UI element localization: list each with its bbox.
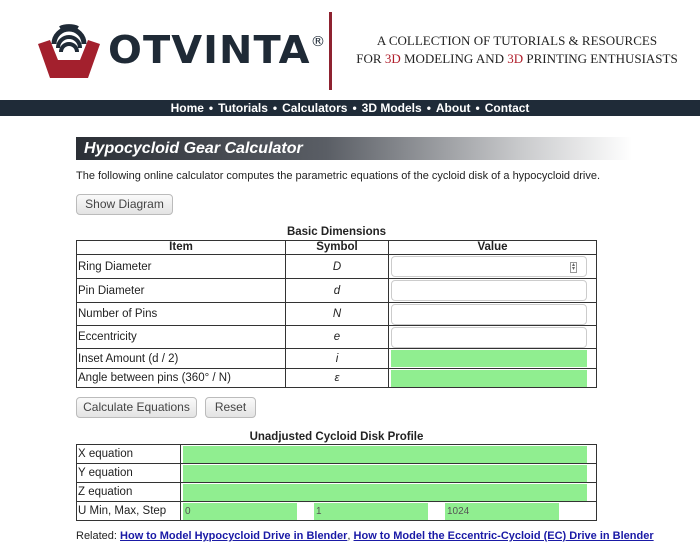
nav-home[interactable]: Home bbox=[170, 101, 204, 115]
tagline-line1: A COLLECTION OF TUTORIALS & RESOURCES bbox=[376, 33, 658, 48]
nav-contact[interactable]: Contact bbox=[484, 101, 530, 115]
basic-dimensions-table: Item Symbol Value Ring Diameter D ▴ ▾ Pin Dia… bbox=[76, 240, 597, 388]
table-row: Y equation bbox=[76, 463, 597, 483]
pin-diameter-input[interactable] bbox=[391, 280, 587, 301]
row-symbol: D bbox=[285, 254, 389, 279]
header-symbol: Symbol bbox=[285, 240, 389, 255]
main-nav: Home • Tutorials • Calculators • 3D Models • Abo… bbox=[0, 100, 700, 116]
u-min-output[interactable]: 0 bbox=[183, 502, 297, 520]
row-label: Number of Pins bbox=[76, 302, 286, 326]
row-label: Z equation bbox=[76, 482, 181, 502]
row-symbol: N bbox=[285, 302, 389, 326]
calculate-equations-button[interactable]: Calculate Equations bbox=[76, 397, 197, 418]
table-row: Number of Pins N bbox=[76, 302, 597, 326]
x-equation-output[interactable] bbox=[183, 445, 587, 463]
row-label: Ring Diameter bbox=[76, 254, 286, 279]
u-max-output[interactable]: 1 bbox=[314, 502, 428, 520]
row-label: Y equation bbox=[76, 463, 181, 483]
tagline-line2: FOR 3D MODELING AND 3D PRINTING ENTHUSIA… bbox=[356, 51, 678, 66]
table-row: X equation bbox=[76, 444, 597, 464]
spinner-icon[interactable]: ▴ ▾ bbox=[570, 262, 577, 273]
related-links: Related: How to Model Hypocycloid Drive … bbox=[76, 530, 654, 542]
nav-tutorials[interactable]: Tutorials bbox=[218, 101, 268, 115]
table-row: Inset Amount (d / 2) i bbox=[76, 348, 597, 369]
link-ec-drive-blender[interactable]: How to Model the Eccentric-Cycloid (EC) … bbox=[353, 530, 654, 542]
eccentricity-input[interactable] bbox=[391, 326, 587, 348]
row-label: Inset Amount (d / 2) bbox=[76, 348, 286, 369]
row-symbol: i bbox=[285, 348, 389, 369]
table-row: Z equation bbox=[76, 482, 597, 502]
brand-logo[interactable]: OTVINTA® bbox=[108, 28, 326, 72]
header-value: Value bbox=[388, 240, 597, 255]
related-label: Related: bbox=[76, 530, 121, 542]
show-diagram-button[interactable]: Show Diagram bbox=[76, 194, 173, 215]
link-hypocycloid-blender[interactable]: How to Model Hypocycloid Drive in Blende… bbox=[120, 530, 348, 542]
row-label: Eccentricity bbox=[76, 325, 286, 349]
z-equation-output[interactable] bbox=[183, 483, 587, 501]
ring-diameter-input[interactable]: ▴ ▾ bbox=[391, 256, 587, 277]
page-description: The following online calculator computes… bbox=[76, 170, 600, 182]
row-symbol: ε bbox=[285, 368, 389, 388]
profile-caption: Unadjusted Cycloid Disk Profile bbox=[249, 431, 424, 443]
row-label: X equation bbox=[76, 444, 181, 464]
header-divider bbox=[329, 12, 332, 90]
table-row: Angle between pins (360° / N) ε bbox=[76, 368, 597, 388]
nav-calculators[interactable]: Calculators bbox=[282, 101, 348, 115]
registered-mark: ® bbox=[310, 34, 327, 50]
profile-table: X equation Y equation Z equation U Min, … bbox=[76, 444, 597, 521]
page-title: Hypocycloid Gear Calculator bbox=[76, 137, 632, 160]
row-symbol: d bbox=[285, 278, 389, 303]
nav-about[interactable]: About bbox=[435, 101, 471, 115]
table-row: U Min, Max, Step 0 1 1024 bbox=[76, 501, 597, 521]
header-item: Item bbox=[76, 240, 286, 255]
angle-between-pins-output[interactable] bbox=[391, 369, 587, 387]
row-symbol: e bbox=[285, 325, 389, 349]
table-row: Ring Diameter D ▴ ▾ bbox=[76, 254, 597, 279]
separator: , bbox=[347, 530, 354, 542]
nav-3d-models[interactable]: 3D Models bbox=[361, 101, 422, 115]
row-label: U Min, Max, Step bbox=[76, 501, 181, 521]
y-equation-output[interactable] bbox=[183, 464, 587, 482]
brand-name: OTVINTA bbox=[108, 28, 311, 72]
basic-dimensions-caption: Basic Dimensions bbox=[286, 226, 387, 238]
row-label: Pin Diameter bbox=[76, 278, 286, 303]
table-header-row: Item Symbol Value bbox=[76, 240, 597, 255]
otvinta-logo-icon bbox=[38, 24, 100, 78]
table-row: Eccentricity e bbox=[76, 325, 597, 349]
inset-amount-output[interactable] bbox=[391, 350, 587, 367]
number-of-pins-input[interactable] bbox=[391, 303, 587, 325]
reset-button[interactable]: Reset bbox=[205, 397, 256, 418]
row-label: Angle between pins (360° / N) bbox=[76, 368, 286, 388]
table-row: Pin Diameter d bbox=[76, 278, 597, 303]
u-step-output[interactable]: 1024 bbox=[445, 502, 559, 520]
